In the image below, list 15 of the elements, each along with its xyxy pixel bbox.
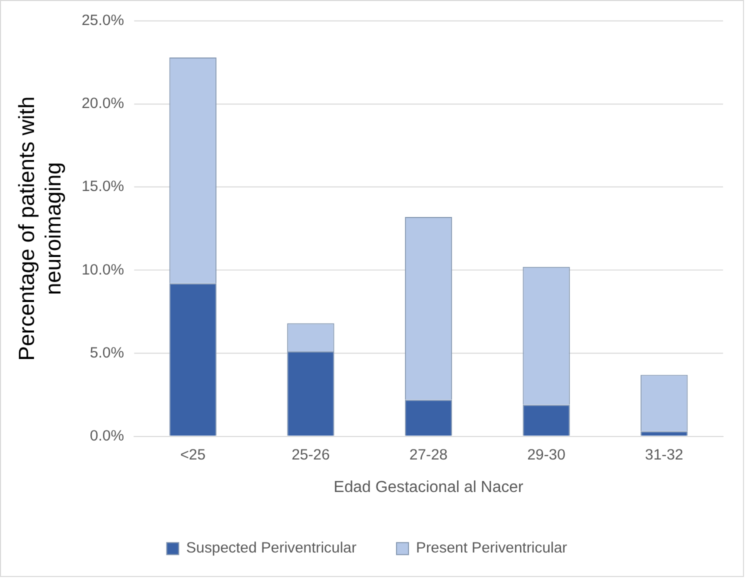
x-tick-label: 29-30 [527,446,566,464]
y-axis-title: Percentage of patients with neuroimaging [14,96,66,361]
x-axis-title: Edad Gestacional al Nacer [334,479,524,496]
x-tick-label: 27-28 [409,446,448,464]
y-tick-label: 25.0% [82,12,124,30]
y-tick-label: 20.0% [82,95,124,112]
x-tick-label: 25-26 [292,446,330,464]
y-tick-label: 0.0% [90,427,124,444]
x-tick-label: <25 [180,446,206,464]
legend-label: Suspected Periventricular [186,540,356,557]
y-tick-label: 5.0% [90,344,124,362]
x-tick-label: 31-32 [645,446,684,464]
y-tick-label: 15.0% [82,178,124,196]
y-tick-label: 10.0% [82,261,124,278]
legend-label: Present Periventricular [416,540,568,557]
